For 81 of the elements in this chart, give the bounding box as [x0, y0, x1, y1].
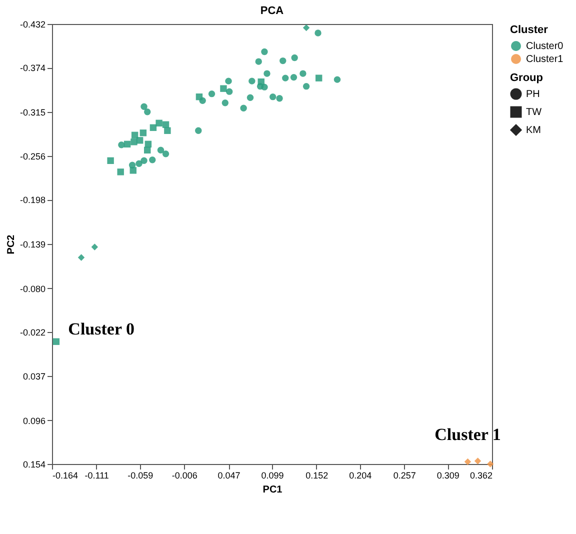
y-axis-title: PC2: [6, 234, 17, 254]
x-tick-label: 0.099: [261, 470, 284, 480]
point: [220, 85, 227, 92]
point: [314, 30, 322, 36]
point: [144, 108, 151, 116]
annotation: Cluster 0: [68, 320, 134, 339]
point: [157, 146, 164, 154]
y-tick-label: -0.374: [20, 63, 46, 74]
point: [282, 74, 289, 82]
point: [276, 94, 283, 102]
x-tick-label: 0.362: [470, 470, 492, 480]
x-tick-label: 0.152: [306, 470, 328, 480]
x-tick-label: 0.204: [349, 470, 372, 480]
point: [136, 137, 144, 144]
point: [302, 82, 310, 90]
point: [240, 104, 247, 112]
point: [140, 130, 147, 136]
point: [261, 48, 268, 56]
point: [290, 74, 298, 81]
point: [208, 90, 216, 98]
point: [140, 157, 148, 164]
point: [195, 127, 202, 134]
x-tick-label: -0.164: [52, 470, 78, 480]
text: Cluster1: [526, 54, 564, 65]
y-tick-label: -0.198: [20, 195, 46, 206]
point: [269, 93, 276, 100]
point: [130, 167, 136, 174]
point: [222, 99, 229, 106]
point: [300, 70, 306, 77]
text: Group: [510, 72, 543, 84]
point: [248, 78, 256, 84]
point: [52, 338, 60, 345]
y-tick-label: -0.256: [20, 152, 46, 162]
point: [162, 150, 170, 158]
x-tick-label: -0.006: [172, 470, 198, 480]
point: [124, 140, 131, 148]
y-tick-label: -0.139: [20, 240, 46, 250]
y-tick-label: 0.096: [22, 416, 46, 426]
chart-title: PCA: [260, 5, 284, 17]
point: [226, 88, 233, 95]
annotation: Cluster 1: [434, 424, 501, 444]
text: Cluster0: [526, 41, 564, 52]
x-tick-label: 0.047: [218, 470, 240, 480]
point: [117, 168, 124, 176]
point: [136, 160, 142, 168]
y-tick-label: -0.080: [20, 284, 46, 294]
point: [280, 57, 286, 64]
y-tick-label: -0.022: [20, 327, 46, 338]
x-axis-title: PC1: [262, 484, 283, 496]
point: [107, 157, 114, 164]
y-tick-label: 0.037: [22, 372, 46, 382]
text: PH: [526, 89, 540, 100]
point: [156, 120, 162, 126]
x-tick-label: -0.059: [128, 470, 154, 480]
point: [255, 58, 262, 65]
point: [149, 156, 156, 164]
y-tick-label: -0.315: [20, 107, 46, 118]
y-tick-label: -0.432: [20, 20, 46, 30]
point: [150, 124, 157, 131]
text: Cluster: [510, 24, 548, 36]
point: [144, 146, 151, 154]
point: [464, 458, 472, 466]
point: [334, 76, 341, 83]
y-tick-label: 0.154: [22, 460, 46, 470]
x-tick-label: 0.309: [436, 470, 460, 480]
point: [474, 458, 482, 464]
point: [315, 74, 322, 82]
point: [140, 103, 148, 110]
point: [164, 127, 171, 134]
point: [258, 78, 264, 86]
x-tick-label: 0.257: [393, 470, 416, 480]
point: [196, 93, 203, 100]
point: [246, 94, 254, 101]
point: [291, 54, 298, 62]
text: TW: [526, 107, 542, 118]
point: [225, 78, 232, 84]
point: [264, 70, 270, 77]
x-tick-label: -0.111: [84, 470, 109, 480]
text: KM: [526, 125, 541, 136]
point: [486, 460, 494, 468]
point: [118, 142, 125, 148]
